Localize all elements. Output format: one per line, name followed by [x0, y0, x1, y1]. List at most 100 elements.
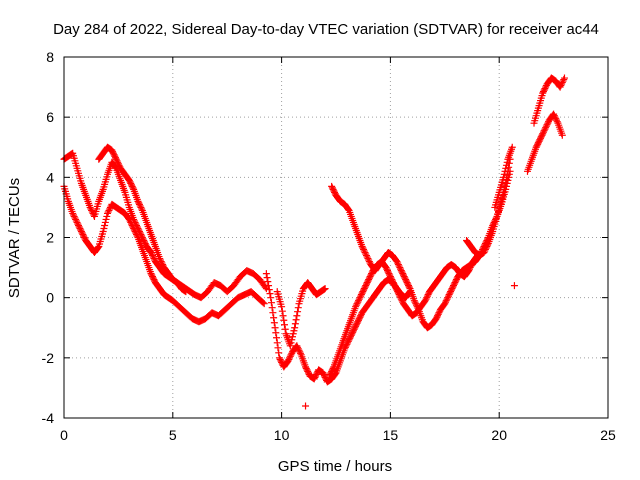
data-point [330, 187, 338, 195]
data-point [541, 85, 549, 93]
data-point [539, 128, 547, 136]
data-point [362, 280, 370, 288]
data-point [94, 244, 102, 252]
data-point [312, 372, 320, 380]
data-point [385, 270, 393, 278]
data-point [355, 315, 363, 323]
data-point [156, 255, 164, 263]
data-point [328, 184, 336, 192]
data-point [390, 280, 398, 288]
data-point [110, 151, 118, 159]
y-tick-label: 8 [46, 49, 54, 65]
data-point [550, 112, 558, 120]
data-point [403, 279, 411, 287]
data-point [294, 304, 302, 312]
data-point [536, 136, 544, 144]
data-point [108, 146, 116, 154]
data-point [481, 246, 489, 254]
data-point [560, 76, 568, 84]
data-point [551, 113, 559, 121]
data-point [354, 298, 362, 306]
data-point [72, 215, 80, 223]
data-point [129, 184, 137, 192]
data-point [104, 208, 112, 216]
data-point [127, 218, 135, 226]
data-point [132, 229, 140, 237]
data-point [362, 252, 370, 260]
data-point [75, 223, 83, 231]
data-point [288, 333, 296, 341]
data-point [140, 237, 148, 245]
data-point [272, 329, 280, 337]
data-point [270, 314, 278, 322]
data-point [482, 244, 490, 252]
data-point [319, 369, 327, 377]
data-point [99, 227, 107, 235]
y-tick-label: -4 [42, 410, 55, 426]
data-point [537, 134, 545, 142]
data-point [86, 203, 94, 211]
data-point [544, 119, 552, 127]
data-point [69, 209, 77, 217]
data-point [533, 142, 541, 150]
data-point [327, 369, 335, 377]
data-point [263, 274, 271, 282]
data-point [447, 286, 455, 294]
data-point [265, 282, 273, 290]
data-point [344, 205, 352, 213]
data-point [103, 212, 111, 220]
data-point [383, 267, 391, 275]
data-point [412, 300, 420, 308]
data-point [542, 122, 550, 130]
data-point [540, 86, 548, 94]
data-point [357, 312, 365, 320]
data-point [391, 282, 399, 290]
data-point [104, 209, 112, 217]
data-point [393, 286, 401, 294]
data-point [481, 247, 489, 255]
data-point [445, 291, 453, 299]
data-point [359, 288, 367, 296]
data-point [148, 271, 156, 279]
data-point [290, 327, 298, 335]
data-point [329, 364, 337, 372]
data-point [382, 264, 390, 272]
data-point [79, 230, 87, 238]
data-point [131, 227, 139, 235]
data-point [156, 256, 164, 264]
data-point [293, 312, 301, 320]
data-point [423, 294, 431, 302]
data-point [558, 80, 566, 88]
data-point [296, 348, 304, 356]
data-point [508, 143, 516, 151]
data-point [362, 250, 370, 258]
data-point [363, 279, 371, 287]
data-point [73, 218, 81, 226]
data-point [90, 211, 98, 219]
data-point [127, 220, 135, 228]
x-tick-label: 25 [600, 427, 616, 443]
x-tick-label: 0 [60, 427, 68, 443]
data-point [321, 285, 329, 293]
data-point [362, 282, 370, 290]
data-point [294, 345, 302, 353]
data-point [126, 217, 134, 225]
data-point [349, 328, 357, 336]
x-tick-label: 20 [491, 427, 507, 443]
data-point [326, 370, 334, 378]
data-point [451, 279, 459, 287]
data-point [397, 265, 405, 273]
data-point [394, 259, 402, 267]
data-point [405, 283, 413, 291]
data-point [348, 330, 356, 338]
data-point [399, 270, 407, 278]
data-point [434, 312, 442, 320]
data-point [354, 297, 362, 305]
data-point [294, 343, 302, 351]
data-point [432, 315, 440, 323]
data-point [325, 372, 333, 380]
data-point [352, 322, 360, 330]
data-point [391, 283, 399, 291]
data-point [286, 352, 294, 360]
data-point [106, 205, 114, 213]
